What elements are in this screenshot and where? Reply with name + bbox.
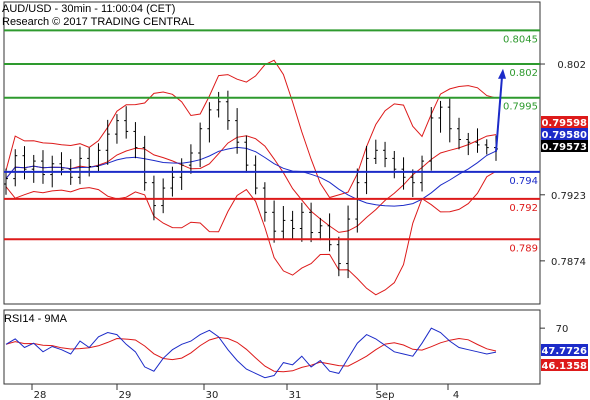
rsi-panel: RSI14 - 9MA 70 47.7726 46.1358 bbox=[3, 309, 588, 385]
forecast-arrow bbox=[495, 68, 506, 152]
lower-band-line bbox=[5, 170, 497, 296]
price-panel-frame bbox=[3, 1, 541, 305]
price-badge bbox=[541, 140, 588, 152]
time-tick-label: Sep bbox=[376, 390, 395, 400]
rsi-ma-label: 46.1358 bbox=[541, 361, 587, 372]
level-label: 0.7995 bbox=[503, 102, 538, 113]
rsi-value-label: 47.7726 bbox=[541, 346, 587, 357]
level-label: 0.789 bbox=[509, 243, 538, 254]
chart-subtitle: Research © 2017 TRADING CENTRAL bbox=[2, 16, 195, 28]
chart-title: AUD/USD - 30min - 11:00:04 (CET) bbox=[2, 3, 175, 15]
rsi-tick-label: 70 bbox=[556, 324, 569, 335]
rsi-label: RSI14 - 9MA bbox=[4, 313, 68, 325]
rsi-value-badge bbox=[541, 344, 588, 356]
price-badge-label: 0.79573 bbox=[541, 142, 587, 153]
price-tick-label: 0.802 bbox=[557, 60, 586, 71]
rsi-panel-frame bbox=[3, 309, 541, 385]
price-badge bbox=[541, 116, 588, 128]
level-label: 0.794 bbox=[509, 176, 538, 187]
forecast-arrowhead bbox=[498, 68, 506, 79]
support-resistance-levels: 0.8045 0.802 0.7995 0.794 0.792 0.789 bbox=[4, 29, 540, 254]
price-badge bbox=[541, 128, 588, 140]
time-tick-label: 31 bbox=[289, 390, 302, 400]
level-label: 0.802 bbox=[509, 68, 538, 79]
level-label: 0.792 bbox=[509, 203, 538, 214]
time-tick-label: 28 bbox=[34, 390, 47, 400]
bollinger-bands bbox=[5, 59, 497, 296]
rsi-line bbox=[5, 327, 497, 379]
rsi-axis: 70 47.7726 46.1358 bbox=[540, 324, 588, 372]
rsi-ma-badge bbox=[541, 359, 588, 371]
price-badge-label: 0.79580 bbox=[541, 130, 587, 141]
rsi-ma-line bbox=[5, 336, 497, 373]
time-tick-label: 29 bbox=[119, 390, 132, 400]
level-label: 0.8045 bbox=[503, 34, 538, 45]
price-panel: 0.8045 0.802 0.7995 0.794 0.792 0.789 bbox=[3, 1, 541, 305]
slow-ma-line bbox=[5, 146, 497, 207]
price-tick-label: 0.7874 bbox=[551, 257, 586, 268]
time-tick-label: 4 bbox=[453, 390, 459, 400]
rsi-lines bbox=[5, 327, 497, 379]
price-badge-label: 0.79598 bbox=[541, 118, 587, 129]
candlesticks bbox=[4, 90, 498, 279]
upper-band-line bbox=[5, 59, 497, 199]
moving-averages bbox=[5, 134, 497, 233]
time-tick-label: 30 bbox=[206, 390, 219, 400]
forecast-arrow-shaft bbox=[495, 76, 503, 152]
price-axis: 0.802 0.7923 0.7874 bbox=[540, 60, 586, 268]
price-tick-label: 0.7923 bbox=[551, 191, 586, 202]
time-axis: 28 29 30 31 Sep 4 bbox=[31, 384, 459, 400]
